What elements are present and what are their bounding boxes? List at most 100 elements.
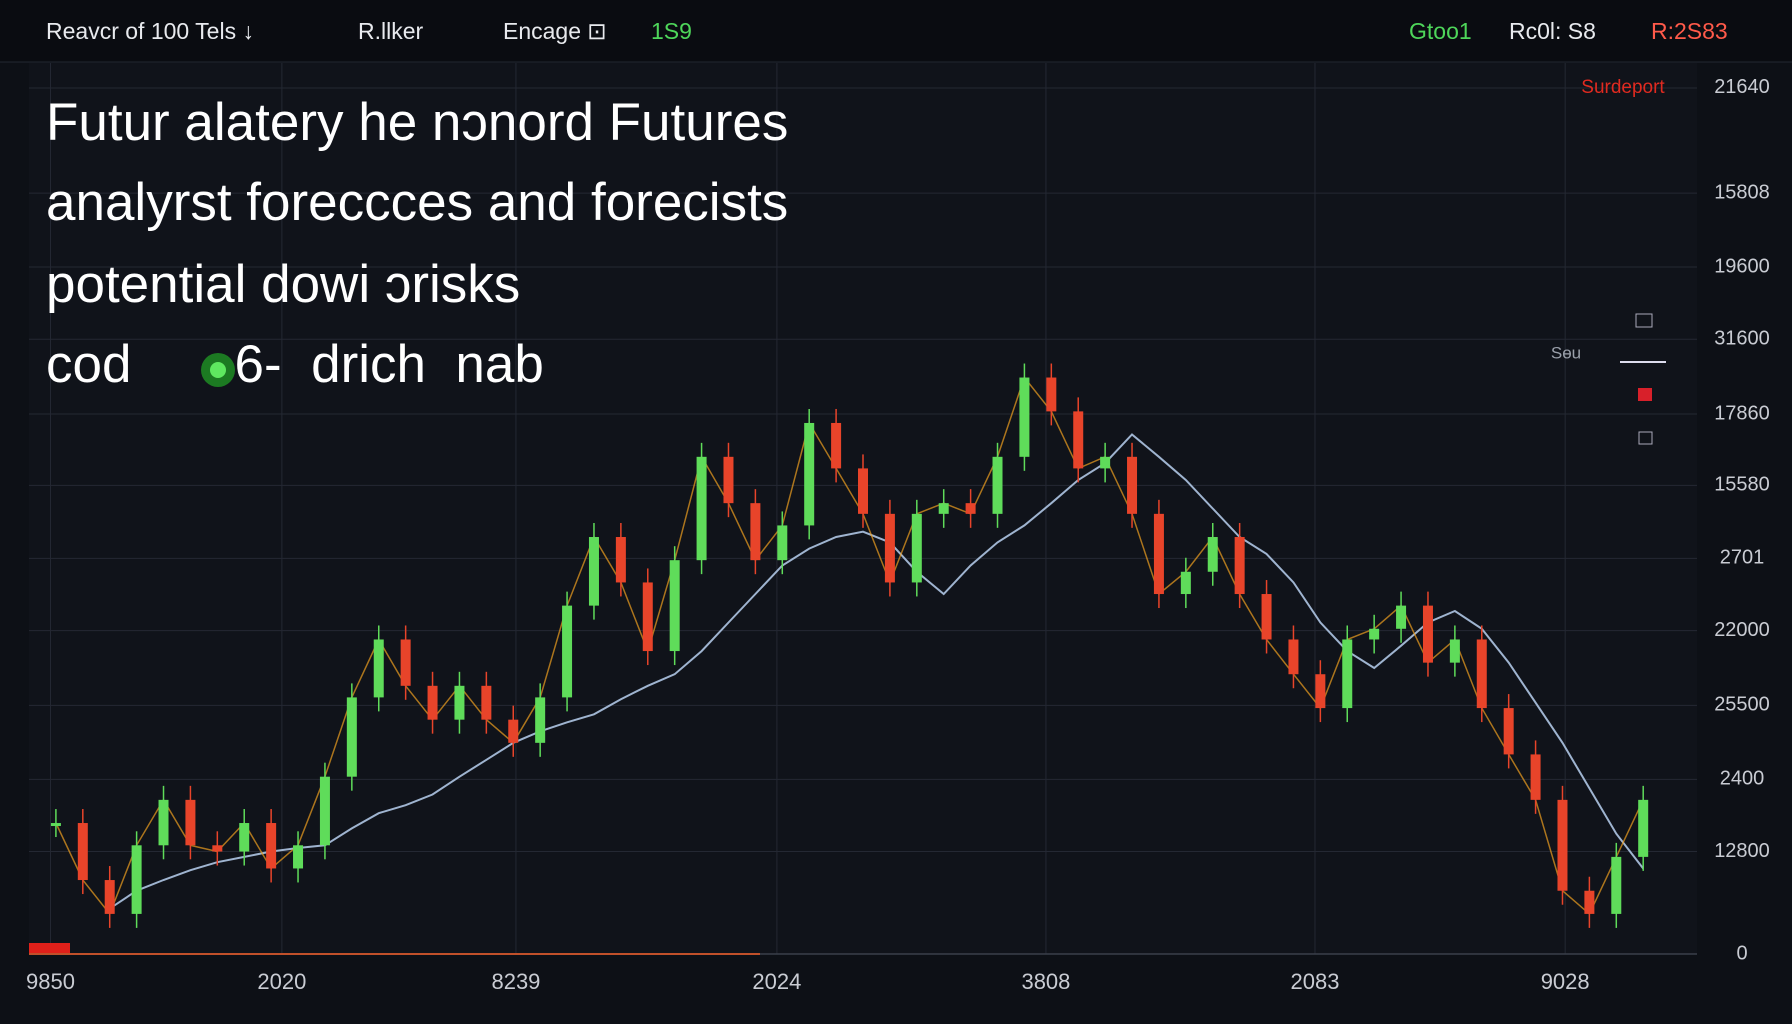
candle-body — [131, 845, 142, 914]
y-tick-label: 0 — [1736, 942, 1747, 964]
x-tick-label: 3808 — [1021, 969, 1070, 994]
candle-body — [965, 503, 976, 514]
candle-body — [1100, 456, 1111, 469]
headline: cod 6- drich nab — [46, 335, 544, 394]
candle-body — [535, 697, 546, 743]
candle-body — [1530, 754, 1541, 800]
candle-body — [212, 845, 223, 852]
moving-average-line — [109, 433, 1644, 910]
candle-body — [696, 456, 707, 561]
candle-body — [1638, 799, 1649, 857]
candle-body — [1180, 571, 1191, 595]
candle-body — [642, 582, 653, 652]
y-tick-label: 25500 — [1714, 694, 1770, 716]
toolbar-item[interactable]: R:2S83 — [1651, 18, 1728, 44]
candle-body — [104, 880, 115, 914]
axis-note: Surdeport — [1581, 77, 1665, 98]
toolbar-item[interactable]: Encage ⊡ — [503, 18, 607, 44]
candle-body — [588, 537, 599, 606]
candle-body — [911, 513, 922, 583]
headline: potential dowi ɔrisks — [46, 255, 520, 314]
candle-body — [239, 823, 250, 852]
candle-body — [400, 639, 411, 686]
candle-body — [831, 422, 842, 469]
candle-body — [777, 525, 788, 561]
candle-body — [1207, 537, 1218, 572]
candle-body — [858, 468, 868, 514]
candle-body — [884, 513, 895, 583]
candle-body — [723, 456, 734, 504]
y-tick-label: 15580 — [1714, 474, 1770, 496]
candle-body — [1611, 856, 1622, 914]
toolbar-item[interactable]: R.llker — [358, 18, 424, 44]
headline: analyrst foreccces and forecists — [46, 173, 788, 232]
candle-body — [562, 605, 573, 698]
candle-body — [158, 799, 169, 846]
candle-body — [1422, 605, 1433, 663]
y-tick-label: 2701 — [1720, 547, 1765, 569]
candle-body — [481, 685, 492, 720]
candle-body — [1342, 639, 1353, 709]
tool-icon[interactable] — [1638, 388, 1652, 401]
candle-body — [1396, 605, 1407, 629]
toolbar-item[interactable]: Rc0l: S8 — [1509, 18, 1596, 44]
candle-body — [508, 719, 519, 743]
y-tick-label: 21640 — [1714, 76, 1770, 98]
candle-body — [1476, 639, 1487, 709]
candle-body — [992, 456, 1003, 514]
candle-body — [293, 845, 304, 869]
toolbar — [0, 0, 1792, 62]
candle-body — [1288, 639, 1299, 675]
tool-icon[interactable] — [1638, 431, 1653, 445]
x-tick-label: 2024 — [752, 969, 801, 994]
candle-body — [669, 560, 680, 652]
x-tick-label: 8239 — [491, 969, 540, 994]
candle-body — [1369, 628, 1380, 640]
candle-body — [454, 685, 465, 720]
side-label: Sɵu — [1551, 343, 1581, 362]
candle-body — [1503, 708, 1514, 755]
candle-body — [346, 697, 357, 777]
x-tick-label: 9850 — [26, 969, 75, 994]
y-tick-label: 2400 — [1720, 768, 1765, 790]
candle-body — [938, 503, 949, 514]
candle-body — [266, 823, 277, 869]
candle-body — [1584, 890, 1595, 914]
toolbar-item[interactable]: Reavcr of 100 Tels ↓ — [46, 18, 254, 44]
volume-marker — [29, 943, 70, 953]
candle-body — [1261, 594, 1272, 640]
status-icon-dot — [210, 362, 226, 378]
candle-body — [185, 799, 196, 846]
candle-body — [1019, 377, 1030, 457]
candle-body — [615, 537, 626, 583]
x-tick-label: 9028 — [1541, 969, 1590, 994]
candle-body — [50, 823, 61, 827]
toolbar-value: 1S9 — [651, 18, 692, 44]
candle-body — [1557, 799, 1568, 891]
candle-body — [1153, 513, 1164, 595]
candle-body — [1046, 377, 1057, 412]
candle-body — [1449, 639, 1460, 663]
y-tick-label: 22000 — [1714, 619, 1770, 641]
y-tick-label: 31600 — [1714, 327, 1770, 349]
candle-body — [77, 823, 88, 881]
candle-body — [319, 776, 330, 846]
candle-body — [1127, 456, 1138, 514]
headline: Futur alatery he nɔnord Futures — [46, 93, 788, 152]
toolbar-item[interactable]: Gtoo1 — [1409, 18, 1472, 44]
candle-body — [804, 422, 815, 526]
tool-icon[interactable] — [1635, 313, 1653, 328]
candle-body — [1073, 411, 1084, 469]
candle-body — [750, 503, 761, 561]
x-tick-label: 2020 — [257, 969, 306, 994]
x-tick-label: 2083 — [1290, 969, 1339, 994]
y-tick-label: 12800 — [1714, 840, 1770, 862]
candle-body — [1315, 674, 1326, 709]
chart — [29, 63, 1697, 955]
candle-body — [1234, 537, 1245, 595]
y-tick-label: 19600 — [1714, 255, 1770, 277]
candle-body — [373, 639, 384, 698]
y-tick-label: 15808 — [1714, 181, 1770, 203]
